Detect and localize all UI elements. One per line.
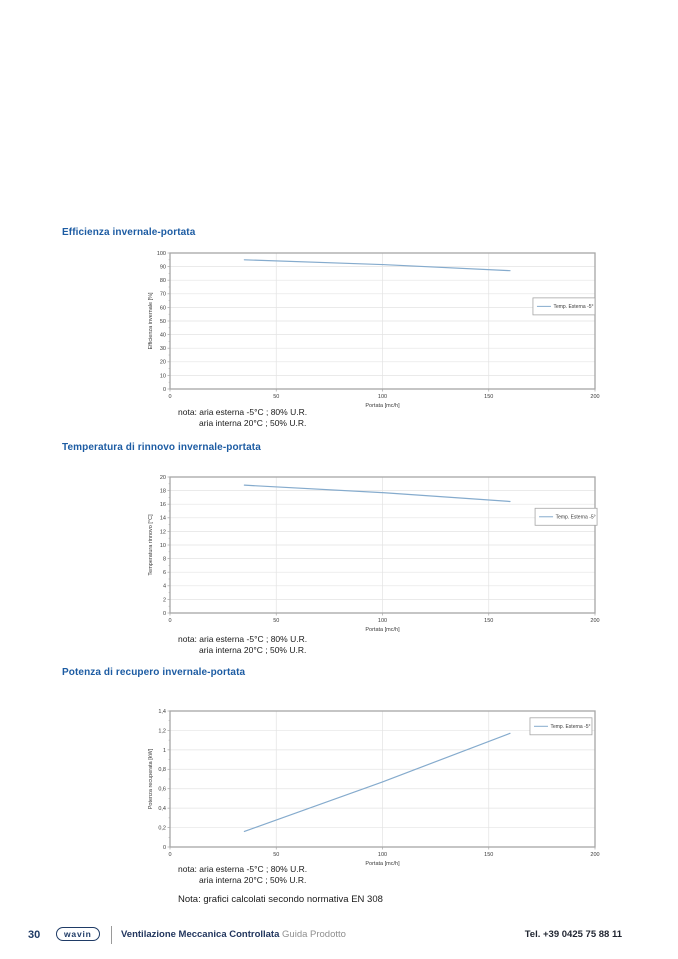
note-line-1: nota: aria esterna -5°C ; 80% U.R.: [178, 864, 308, 874]
svg-text:1: 1: [163, 748, 166, 754]
svg-text:0,8: 0,8: [158, 767, 166, 773]
svg-text:150: 150: [484, 618, 493, 624]
svg-text:0,4: 0,4: [158, 806, 166, 812]
section-heading-temperatura: Temperatura di rinnovo invernale-portata: [62, 442, 261, 453]
page-number: 30: [28, 929, 41, 941]
svg-text:100: 100: [378, 394, 387, 400]
svg-text:Potenza recuperata [kW]: Potenza recuperata [kW]: [148, 748, 154, 809]
svg-text:50: 50: [273, 394, 279, 400]
svg-text:2: 2: [163, 597, 166, 603]
note-line-2: aria interna 20°C ; 50% U.R.: [199, 645, 307, 655]
svg-text:50: 50: [273, 852, 279, 858]
footer-phone: Tel. +39 0425 75 88 11: [524, 929, 622, 940]
chart-note: nota: aria esterna -5°C ; 80% U.R. aria …: [178, 634, 307, 656]
svg-text:Portata [mc/h]: Portata [mc/h]: [365, 861, 400, 867]
svg-text:Temp. Esterna -5°: Temp. Esterna -5°: [556, 515, 596, 521]
svg-text:Portata [mc/h]: Portata [mc/h]: [365, 627, 400, 633]
svg-text:90: 90: [160, 265, 166, 271]
svg-text:0: 0: [168, 618, 171, 624]
svg-text:Efficienza invernale [%]: Efficienza invernale [%]: [148, 292, 154, 350]
chart-potenza-recupero-portata: 0 0,2 0,4 0,6 0,8 1 1,2 1,4 0 50 100 150 200 Portata …: [148, 709, 600, 867]
svg-text:80: 80: [160, 278, 166, 284]
svg-text:Temp. Esterna -5°: Temp. Esterna -5°: [553, 304, 593, 310]
note-line-1: nota: aria esterna -5°C ; 80% U.R.: [178, 634, 308, 644]
chart-efficienza-invernale-portata: 0 10 20 30 40 50 60 70 80 90 100 0 50 100 150 200 Portat…: [148, 251, 600, 409]
note-line-2: aria interna 20°C ; 50% U.R.: [199, 875, 307, 885]
svg-text:10: 10: [160, 373, 166, 379]
svg-text:30: 30: [160, 346, 166, 352]
svg-text:150: 150: [484, 852, 493, 858]
svg-text:0: 0: [163, 611, 166, 617]
svg-text:200: 200: [590, 618, 599, 624]
svg-text:0: 0: [168, 394, 171, 400]
svg-text:200: 200: [590, 394, 599, 400]
section-heading-potenza: Potenza di recupero invernale-portata: [62, 667, 246, 678]
svg-text:0,6: 0,6: [158, 787, 166, 793]
section-heading-efficienza: Efficienza invernale-portata: [62, 227, 196, 238]
footer-subtitle: Guida Prodotto: [282, 929, 346, 940]
svg-text:10: 10: [160, 543, 166, 549]
footer-title-text: Ventilazione Meccanica Controllata: [121, 929, 280, 940]
svg-text:60: 60: [160, 305, 166, 311]
footer-divider: [111, 926, 112, 944]
svg-text:150: 150: [484, 394, 493, 400]
svg-text:100: 100: [378, 852, 387, 858]
svg-text:1,2: 1,2: [158, 728, 166, 734]
svg-text:40: 40: [160, 333, 166, 339]
svg-text:1,4: 1,4: [158, 709, 166, 715]
svg-text:100: 100: [378, 618, 387, 624]
note-line-1: nota: aria esterna -5°C ; 80% U.R.: [178, 407, 308, 417]
svg-text:20: 20: [160, 475, 166, 481]
svg-text:12: 12: [160, 529, 166, 535]
svg-text:20: 20: [160, 360, 166, 366]
svg-text:0: 0: [168, 852, 171, 858]
note-line-2: aria interna 20°C ; 50% U.R.: [199, 418, 307, 428]
svg-text:4: 4: [163, 584, 166, 590]
page-footer: 30 wavin Ventilazione Meccanica Controll…: [0, 925, 678, 951]
svg-text:0: 0: [163, 845, 166, 851]
wavin-logo: wavin: [56, 927, 100, 941]
svg-text:18: 18: [160, 489, 166, 495]
svg-text:0,2: 0,2: [158, 825, 166, 831]
svg-text:200: 200: [590, 852, 599, 858]
chart-note: nota: aria esterna -5°C ; 80% U.R. aria …: [178, 407, 307, 429]
svg-text:0: 0: [163, 387, 166, 393]
svg-text:Portata [mc/h]: Portata [mc/h]: [365, 403, 400, 409]
svg-text:16: 16: [160, 502, 166, 508]
svg-text:50: 50: [160, 319, 166, 325]
normative-note: Nota: grafici calcolati secondo normativ…: [178, 894, 383, 905]
svg-text:Temperatura rinnovo [°C]: Temperatura rinnovo [°C]: [148, 514, 154, 576]
chart-note: nota: aria esterna -5°C ; 80% U.R. aria …: [178, 864, 307, 886]
svg-text:100: 100: [157, 251, 166, 257]
svg-text:8: 8: [163, 557, 166, 563]
svg-text:50: 50: [273, 618, 279, 624]
svg-text:14: 14: [160, 516, 166, 522]
footer-title: Ventilazione Meccanica Controllata Guida…: [121, 929, 346, 940]
svg-text:Temp. Esterna -5°: Temp. Esterna -5°: [550, 724, 590, 730]
svg-text:70: 70: [160, 292, 166, 298]
svg-text:6: 6: [163, 570, 166, 576]
